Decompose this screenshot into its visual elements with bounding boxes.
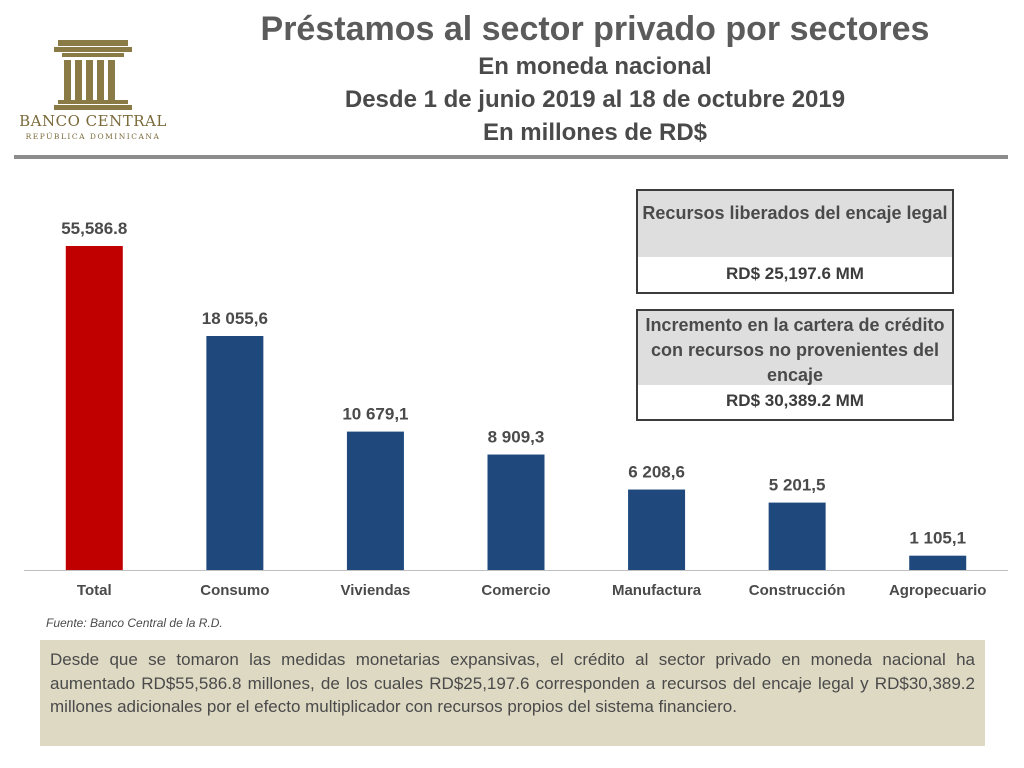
data-label-viviendas: 10 679,1 [342, 405, 408, 424]
bar-chart: 55,586.8 Total 18 055,6 Consumo 10 679,1 Vivi… [24, 219, 1008, 599]
data-label-total: 55,586.8 [61, 219, 127, 238]
subtitle-unit: En millones de RD$ [482, 119, 708, 146]
data-label-comercio: 8 909,3 [488, 428, 545, 447]
bar-manufactura [628, 489, 686, 570]
summary-note: Desde que se tomaron las medidas monetar… [40, 640, 985, 746]
bar-total [65, 246, 123, 570]
title-block: Préstamos al sector privado por sectores… [180, 8, 1010, 149]
data-label-agropecuario: 1 105,1 [909, 529, 966, 548]
bar-construcción [768, 502, 826, 570]
banco-central-logo [54, 40, 132, 110]
info-box-heading: Recursos liberados del encaje legal [638, 191, 952, 257]
category-label-total: Total [77, 582, 112, 599]
subtitle-period: Desde 1 de junio 2019 al 18 de octubre 2… [344, 86, 846, 113]
data-label-consumo: 18 055,6 [202, 309, 268, 328]
info-box-value: RD$ 30,389.2 MM [726, 391, 864, 410]
info-box-value: RD$ 25,197.6 MM [726, 264, 864, 283]
category-label-construcción: Construcción [749, 582, 846, 599]
category-label-comercio: Comercio [481, 582, 550, 599]
page-title: Préstamos al sector privado por sectores [260, 10, 930, 48]
info-box-credit-increase: Incremento en la cartera de crédito con … [636, 309, 954, 421]
info-box-released-resources: Recursos liberados del encaje legal RD$ … [636, 189, 954, 294]
bar-comercio [487, 454, 545, 570]
bar-agropecuario [909, 555, 967, 570]
info-box-heading: Incremento en la cartera de crédito con … [638, 311, 952, 385]
bar-viviendas [346, 431, 404, 570]
category-label-manufactura: Manufactura [612, 582, 702, 599]
logo-name: BANCO CENTRAL [19, 112, 167, 130]
category-label-agropecuario: Agropecuario [889, 582, 987, 599]
data-label-construcción: 5 201,5 [769, 476, 826, 495]
subtitle-currency: En moneda nacional [478, 53, 712, 80]
title-divider [14, 155, 1008, 159]
source-note: Fuente: Banco Central de la R.D. [46, 616, 223, 630]
data-label-manufactura: 6 208,6 [628, 463, 685, 482]
logo-text: BANCO CENTRAL REPÚBLICA DOMINICANA [18, 112, 168, 141]
bar-consumo [206, 335, 264, 570]
category-label-viviendas: Viviendas [341, 582, 411, 599]
logo-subtitle: REPÚBLICA DOMINICANA [25, 132, 161, 141]
category-label-consumo: Consumo [200, 582, 269, 599]
